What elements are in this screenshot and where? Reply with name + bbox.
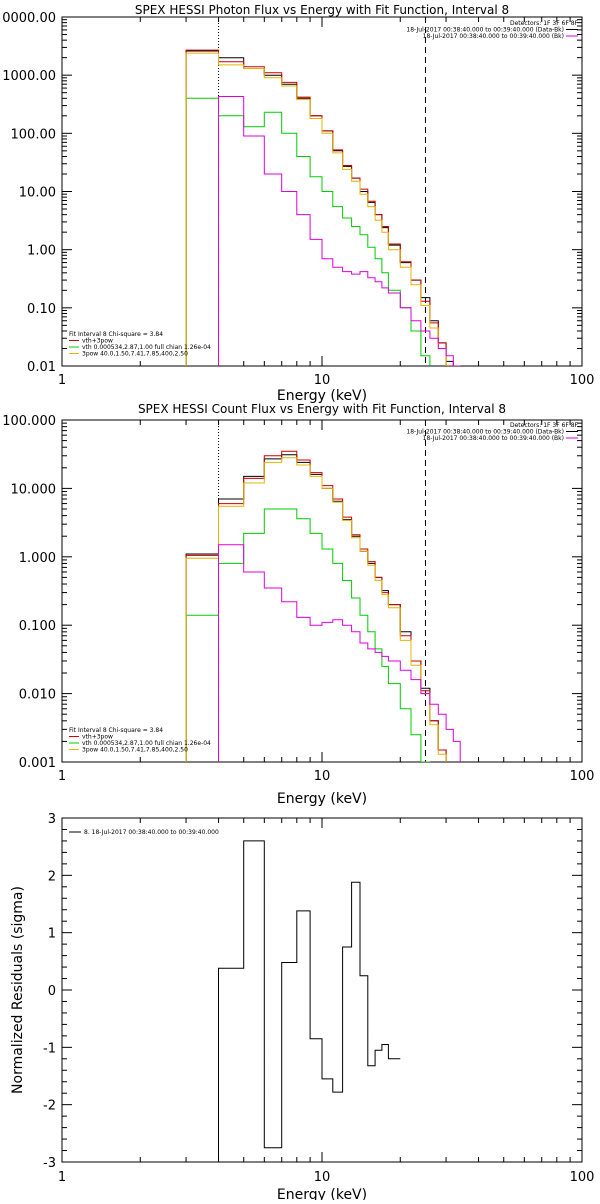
y-tick-label: 100.00 <box>11 127 57 142</box>
y-tick-label: 0 <box>48 984 56 999</box>
x-axis-label: Energy (keV) <box>277 388 367 404</box>
series-bk <box>218 96 461 366</box>
y-tick-label: 1000.00 <box>2 69 56 84</box>
y-tick-label: 10.000 <box>11 482 57 497</box>
x-tick-label: 100 <box>570 769 595 784</box>
y-tick-label: -3 <box>43 1156 56 1171</box>
legend-entry: 3pow 40.0,1.50,7.41,7.85,400,2.50 <box>82 747 188 754</box>
y-tick-label: 3 <box>48 812 56 827</box>
plot-frame <box>61 817 583 1163</box>
chart-title: SPEX HESSI Photon Flux vs Energy with Fi… <box>135 3 509 17</box>
series-3pow <box>185 457 447 762</box>
chart-panel-2: SPEX HESSI Count Flux vs Energy with Fit… <box>2 402 594 807</box>
y-tick-label: 2 <box>48 869 56 884</box>
x-tick-label: 100 <box>570 373 595 388</box>
y-tick-label: -1 <box>43 1041 56 1056</box>
series-vth-3pow <box>185 49 454 366</box>
y-tick-label: 0.01 <box>27 360 56 375</box>
x-tick-label: 1 <box>58 769 66 784</box>
series-vth <box>185 97 431 366</box>
header-line: 18-Jul-2017 00:38:40.000 to 00:39:40.000… <box>423 435 564 442</box>
legend-entry: vth 0.000534,2.87,1.00 full chian 1.26e-… <box>82 344 211 351</box>
header-line: Detectors: 1F 3F 6F 8F <box>510 20 579 27</box>
legend-entry: vth+3pow <box>82 734 113 741</box>
series-data-bk <box>185 50 454 366</box>
y-tick-label: 0.010 <box>19 688 56 703</box>
y-tick-label: 1.00 <box>27 244 56 259</box>
legend-header: Fit Interval 8 Chi-square = 3.84 <box>69 331 163 338</box>
chart-title: SPEX HESSI Count Flux vs Energy with Fit… <box>138 402 506 416</box>
y-tick-label: 10.00 <box>19 186 56 201</box>
x-axis-label: Energy (keV) <box>277 791 367 807</box>
x-tick-label: 1 <box>58 373 66 388</box>
chart-panel-1: SPEX HESSI Photon Flux vs Energy with Fi… <box>2 3 594 404</box>
x-tick-label: 100 <box>570 1170 595 1185</box>
legend-entry: vth+3pow <box>82 338 113 345</box>
x-tick-label: 1 <box>58 1170 66 1185</box>
y-axis-label: Normalized Residuals (sigma) <box>10 886 26 1094</box>
header-line: 18-Jul-2017 00:38:40.000 to 00:39:40.000… <box>406 429 564 436</box>
series-vth-3pow <box>185 450 447 762</box>
y-tick-label: 0000.00 <box>2 11 56 26</box>
x-tick-label: 10 <box>314 769 331 784</box>
plot-frame <box>61 419 583 763</box>
y-tick-label: 1 <box>48 927 56 942</box>
header-line: Detectors: 1F 3F 6F 8F <box>510 422 579 429</box>
x-tick-label: 10 <box>314 373 331 388</box>
x-axis-label: Energy (keV) <box>277 1187 367 1200</box>
header-line: 18-Jul-2017 00:38:40.000 to 00:39:40.000… <box>406 27 564 34</box>
y-tick-label: 0.001 <box>19 756 56 771</box>
series-3pow <box>185 52 447 366</box>
legend-entry: vth 0.000534,2.87,1.00 full chian 1.26e-… <box>82 740 211 747</box>
y-tick-label: 1.000 <box>19 551 56 566</box>
y-tick-label: 0.10 <box>27 302 56 317</box>
series-8-18-jul-2017-00-38-40-000-to-00-39-40-000 <box>218 840 401 1162</box>
y-tick-label: 100.000 <box>2 414 56 429</box>
header-line: 18-Jul-2017 00:38:40.000 to 00:39:40.000… <box>423 33 564 40</box>
series-bk <box>218 544 461 762</box>
legend-entry: 3pow 40.0,1.50,7.41,7.85,400,2.50 <box>82 351 188 358</box>
legend-entry: 8. 18-Jul-2017 00:38:40.000 to 00:39:40.… <box>84 829 219 836</box>
series-vth <box>185 508 431 762</box>
legend-header: Fit Interval 8 Chi-square = 3.84 <box>69 727 163 734</box>
y-tick-label: 0.100 <box>19 619 56 634</box>
x-tick-label: 10 <box>314 1170 331 1185</box>
y-tick-label: -2 <box>43 1099 56 1114</box>
